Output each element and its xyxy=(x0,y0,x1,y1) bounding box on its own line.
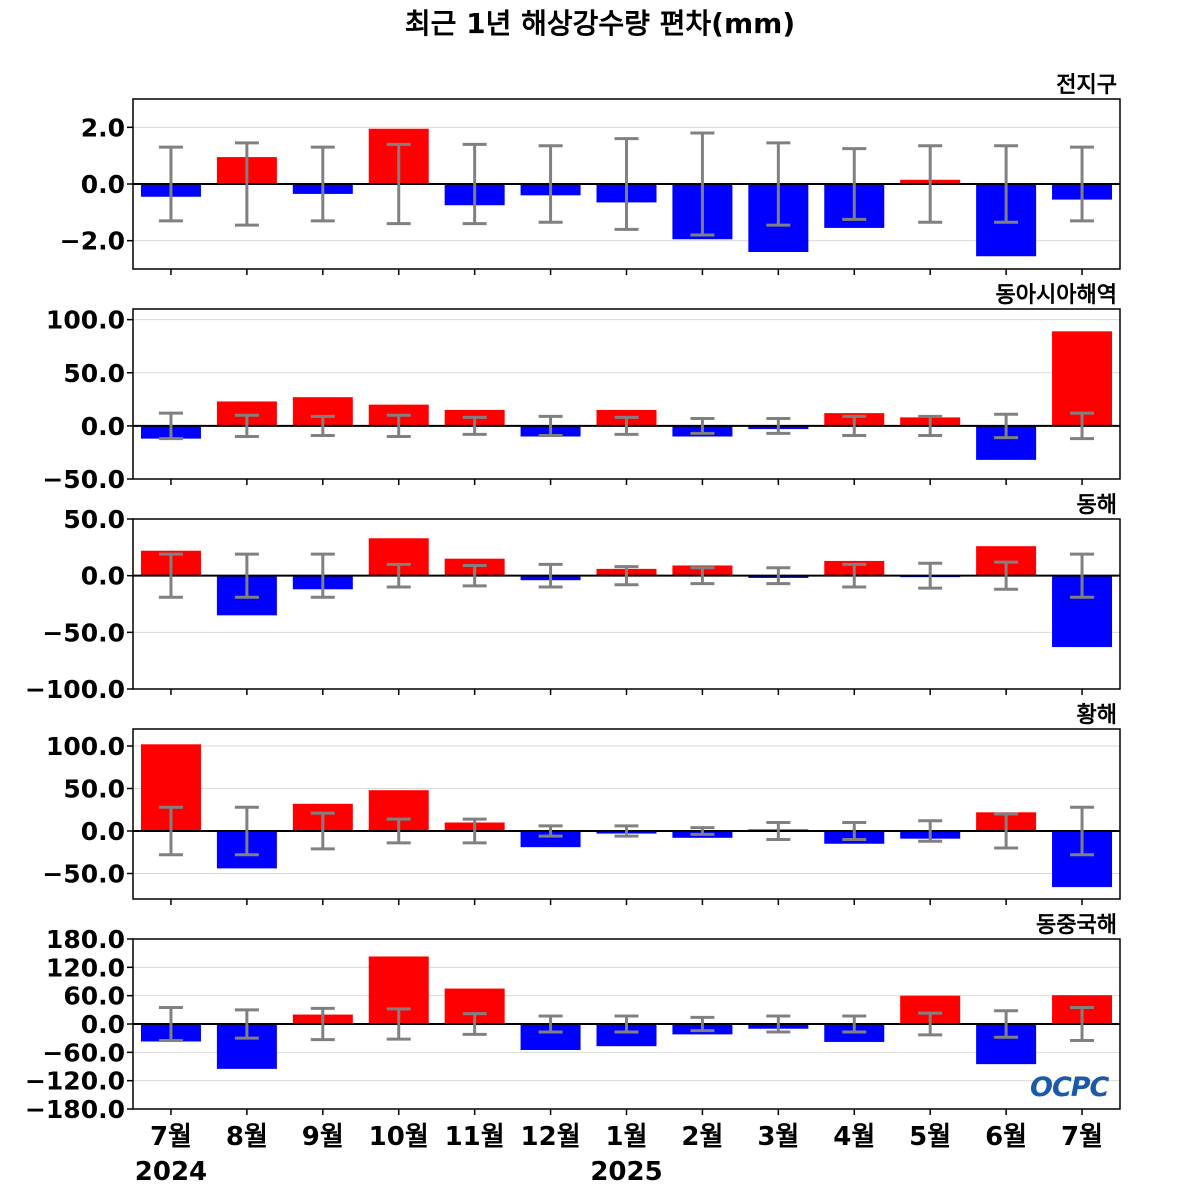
y-tick-label: −120.0 xyxy=(25,1067,125,1096)
y-tick-label: 100.0 xyxy=(46,306,125,335)
x-tick-label: 3월 xyxy=(757,1122,799,1152)
x-tick-label: 6월 xyxy=(985,1122,1027,1152)
x-tick-label: 8월 xyxy=(226,1122,268,1152)
y-tick-label: −50.0 xyxy=(42,618,125,647)
panel-label: 전지구 xyxy=(1056,73,1117,98)
panel-label: 동중국해 xyxy=(1036,913,1117,938)
y-tick-label: −180.0 xyxy=(25,1095,125,1124)
y-tick-label: −50.0 xyxy=(42,860,125,889)
x-tick-label: 9월 xyxy=(302,1122,344,1152)
y-tick-label: −50.0 xyxy=(42,465,125,494)
panel-frame xyxy=(132,308,1121,480)
y-tick-label: 0.0 xyxy=(81,817,125,846)
x-tick-label: 10월 xyxy=(369,1122,429,1152)
bar xyxy=(1052,331,1113,426)
y-tick-label: −60.0 xyxy=(42,1038,125,1067)
panel-label: 동아시아해역 xyxy=(996,283,1117,308)
panel-frame xyxy=(132,518,1121,690)
x-tick-label: 12월 xyxy=(521,1122,581,1152)
y-tick-label: −2.0 xyxy=(60,227,125,256)
y-tick-label: 0.0 xyxy=(81,170,125,199)
y-tick-label: 0.0 xyxy=(81,562,125,591)
year-label: 2024 xyxy=(135,1157,207,1187)
panel-label: 동해 xyxy=(1077,493,1117,518)
x-tick-label: 1월 xyxy=(605,1122,647,1152)
x-tick-label: 5월 xyxy=(909,1122,951,1152)
y-tick-label: 50.0 xyxy=(63,775,125,804)
year-label: 2025 xyxy=(590,1157,662,1187)
x-tick-label: 7월 xyxy=(150,1122,192,1152)
x-tick-label: 7월 xyxy=(1061,1122,1103,1152)
y-tick-label: 100.0 xyxy=(46,732,125,761)
bar xyxy=(596,1024,657,1047)
ocpc-logo: OCPC xyxy=(1030,1072,1109,1103)
x-tick-label: 2월 xyxy=(681,1122,723,1152)
y-tick-label: 0.0 xyxy=(81,412,125,441)
x-tick-label: 4월 xyxy=(833,1122,875,1152)
y-tick-label: 50.0 xyxy=(63,505,125,534)
bar xyxy=(520,831,581,848)
chart-title: 최근 1년 해상강수량 편차(mm) xyxy=(404,7,796,40)
y-tick-label: 2.0 xyxy=(81,113,125,142)
y-tick-label: 120.0 xyxy=(46,953,125,982)
y-tick-label: −100.0 xyxy=(25,675,125,704)
panel-label: 황해 xyxy=(1077,703,1117,728)
y-tick-label: 0.0 xyxy=(81,1010,125,1039)
x-tick-label: 11월 xyxy=(445,1122,505,1152)
y-tick-label: 50.0 xyxy=(63,359,125,388)
y-tick-label: 180.0 xyxy=(46,925,125,954)
y-tick-label: 60.0 xyxy=(63,982,125,1011)
